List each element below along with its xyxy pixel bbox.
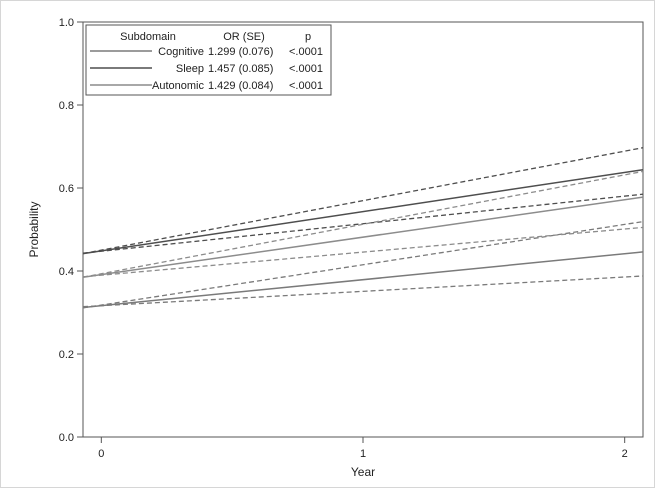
- y-tick-label: 0.6: [59, 183, 74, 195]
- series-sleep-line: [82, 168, 644, 255]
- series-sleep-lower-ci: [82, 193, 644, 254]
- y-tick-label: 0.0: [59, 432, 74, 444]
- legend-p-autonomic: <.0001: [289, 80, 323, 92]
- legend: Subdomain OR (SE) p Cognitive 1.299 (0.0…: [85, 24, 332, 96]
- y-axis-title: Probability: [27, 201, 41, 257]
- y-tick-label: 0.4: [59, 266, 74, 278]
- series-sleep-upper-ci: [82, 147, 644, 255]
- legend-label-sleep: Sleep: [176, 63, 204, 75]
- legend-box: [85, 24, 332, 96]
- x-tick-label: 0: [98, 448, 104, 460]
- x-tick-label: 2: [622, 448, 628, 460]
- legend-header-or-se: OR (SE): [223, 31, 265, 43]
- x-axis-title: Year: [351, 465, 375, 479]
- x-tick-label: 1: [360, 448, 366, 460]
- legend-label-autonomic: Autonomic: [152, 80, 204, 92]
- legend-label-cognitive: Cognitive: [158, 46, 204, 58]
- legend-header-subdomain: Subdomain: [120, 31, 176, 43]
- y-axis: 0.0 0.2 0.4 0.6 0.8 1.0: [59, 17, 83, 444]
- x-axis: 0 1 2: [98, 437, 628, 460]
- legend-p-sleep: <.0001: [289, 63, 323, 75]
- y-tick-label: 0.8: [59, 100, 74, 112]
- legend-or-sleep: 1.457 (0.085): [208, 63, 273, 75]
- legend-or-cognitive: 1.299 (0.076): [208, 46, 273, 58]
- series-autonomic-line: [82, 196, 644, 278]
- series-cognitive-line: [82, 251, 644, 309]
- legend-header-p: p: [305, 31, 311, 43]
- series-autonomic-upper-ci: [82, 170, 644, 278]
- series-autonomic-lower-ci: [82, 226, 644, 278]
- y-tick-label: 1.0: [59, 17, 74, 29]
- series-cognitive-lower-ci: [82, 275, 644, 308]
- y-tick-label: 0.2: [59, 349, 74, 361]
- legend-or-autonomic: 1.429 (0.084): [208, 80, 273, 92]
- legend-p-cognitive: <.0001: [289, 46, 323, 58]
- series-layer: [82, 147, 644, 309]
